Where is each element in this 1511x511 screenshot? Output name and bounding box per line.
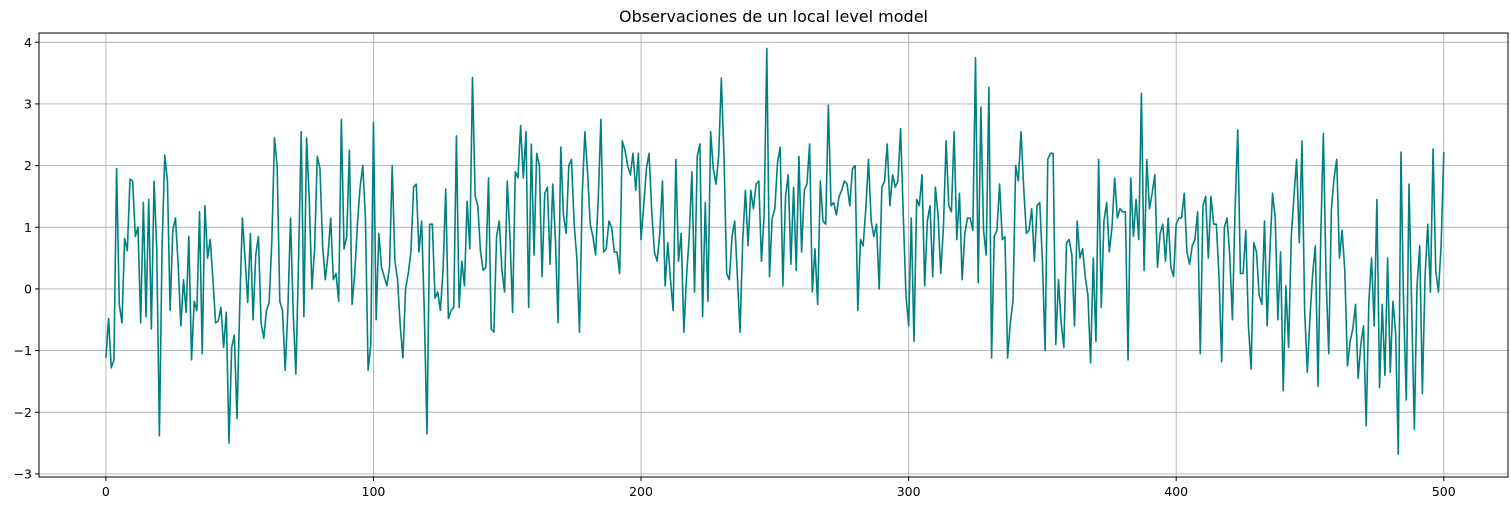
y-tick-label: −1 (14, 343, 32, 358)
x-tick-label: 400 (1164, 484, 1188, 499)
x-tick-label: 0 (102, 484, 110, 499)
y-tick-label: −3 (14, 466, 32, 481)
chart-title: Observaciones de un local level model (619, 7, 928, 26)
y-tick-label: 1 (24, 220, 32, 235)
x-tick-label: 200 (629, 484, 653, 499)
x-tick-label: 500 (1432, 484, 1456, 499)
y-tick-label: 4 (24, 35, 32, 50)
y-tick-label: 3 (24, 96, 32, 111)
y-tick-label: 2 (24, 158, 32, 173)
y-axis: −3 −2 −1 0 1 2 3 4 (14, 35, 39, 481)
x-axis: 0 100 200 300 400 500 (102, 477, 1456, 499)
x-tick-label: 100 (362, 484, 386, 499)
y-tick-label: −2 (14, 405, 32, 420)
x-tick-label: 300 (897, 484, 921, 499)
series-line (105, 47, 1445, 455)
plot-frame (38, 32, 1509, 478)
grid-lines (39, 33, 1508, 477)
y-tick-label: 0 (24, 281, 32, 296)
